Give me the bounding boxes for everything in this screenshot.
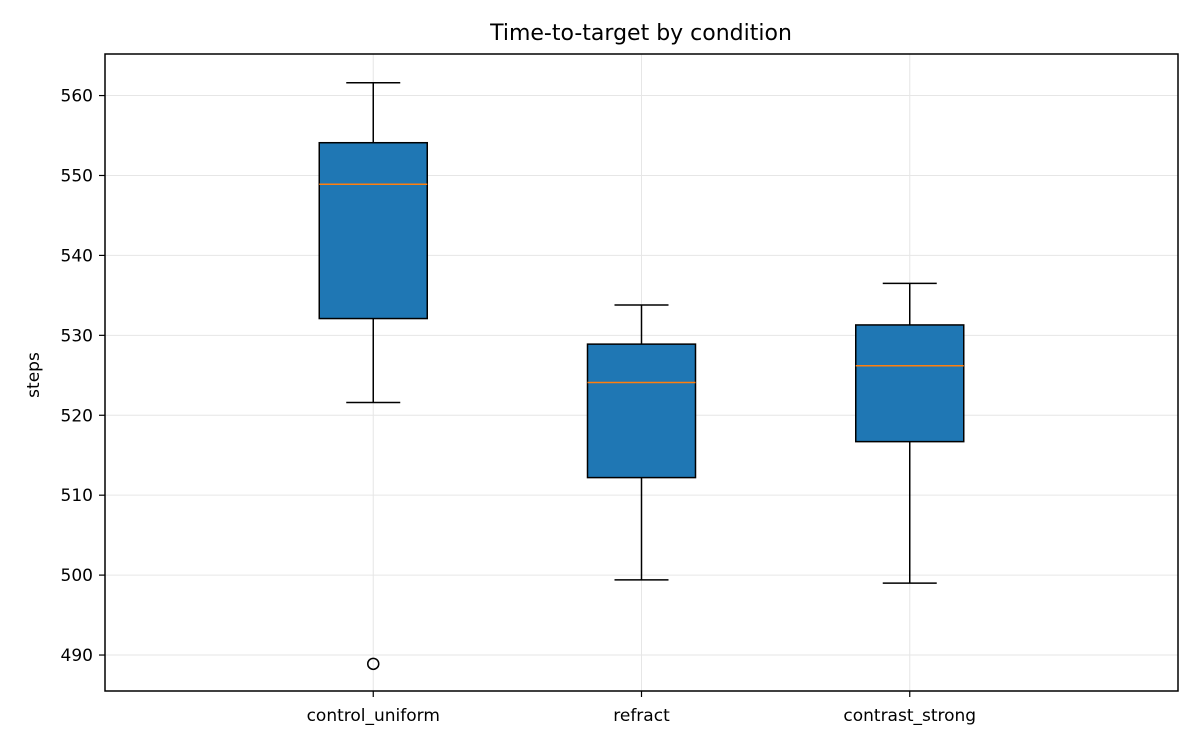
axis-layer: 490 500 510 520 530 540 550 560 control_uniform r…	[61, 87, 977, 726]
plot-area-frame	[104, 53, 1179, 692]
x-tick-label: control_uniform	[307, 706, 440, 726]
y-tick-label: 530	[61, 326, 93, 346]
box-group	[855, 282, 965, 584]
iqr-box	[855, 324, 965, 443]
box-group	[586, 304, 697, 581]
x-tick-label: refract	[613, 706, 670, 726]
y-tick-label: 560	[61, 87, 93, 107]
y-tick-label: 500	[61, 566, 93, 586]
chart-title: Time-to-target by condition	[489, 21, 792, 46]
y-tick-label: 510	[61, 486, 93, 506]
y-axis-label: steps	[24, 352, 44, 398]
y-tick-label: 540	[61, 246, 93, 266]
outlier-point	[367, 657, 380, 671]
x-tick-label: contrast_strong	[843, 706, 976, 726]
y-tick-label: 520	[61, 406, 93, 426]
iqr-box	[586, 343, 697, 479]
iqr-box	[318, 141, 428, 320]
y-tick-label: 550	[61, 166, 93, 186]
box-layer	[318, 82, 965, 671]
box-group	[318, 82, 428, 671]
y-tick-label: 490	[61, 646, 93, 666]
